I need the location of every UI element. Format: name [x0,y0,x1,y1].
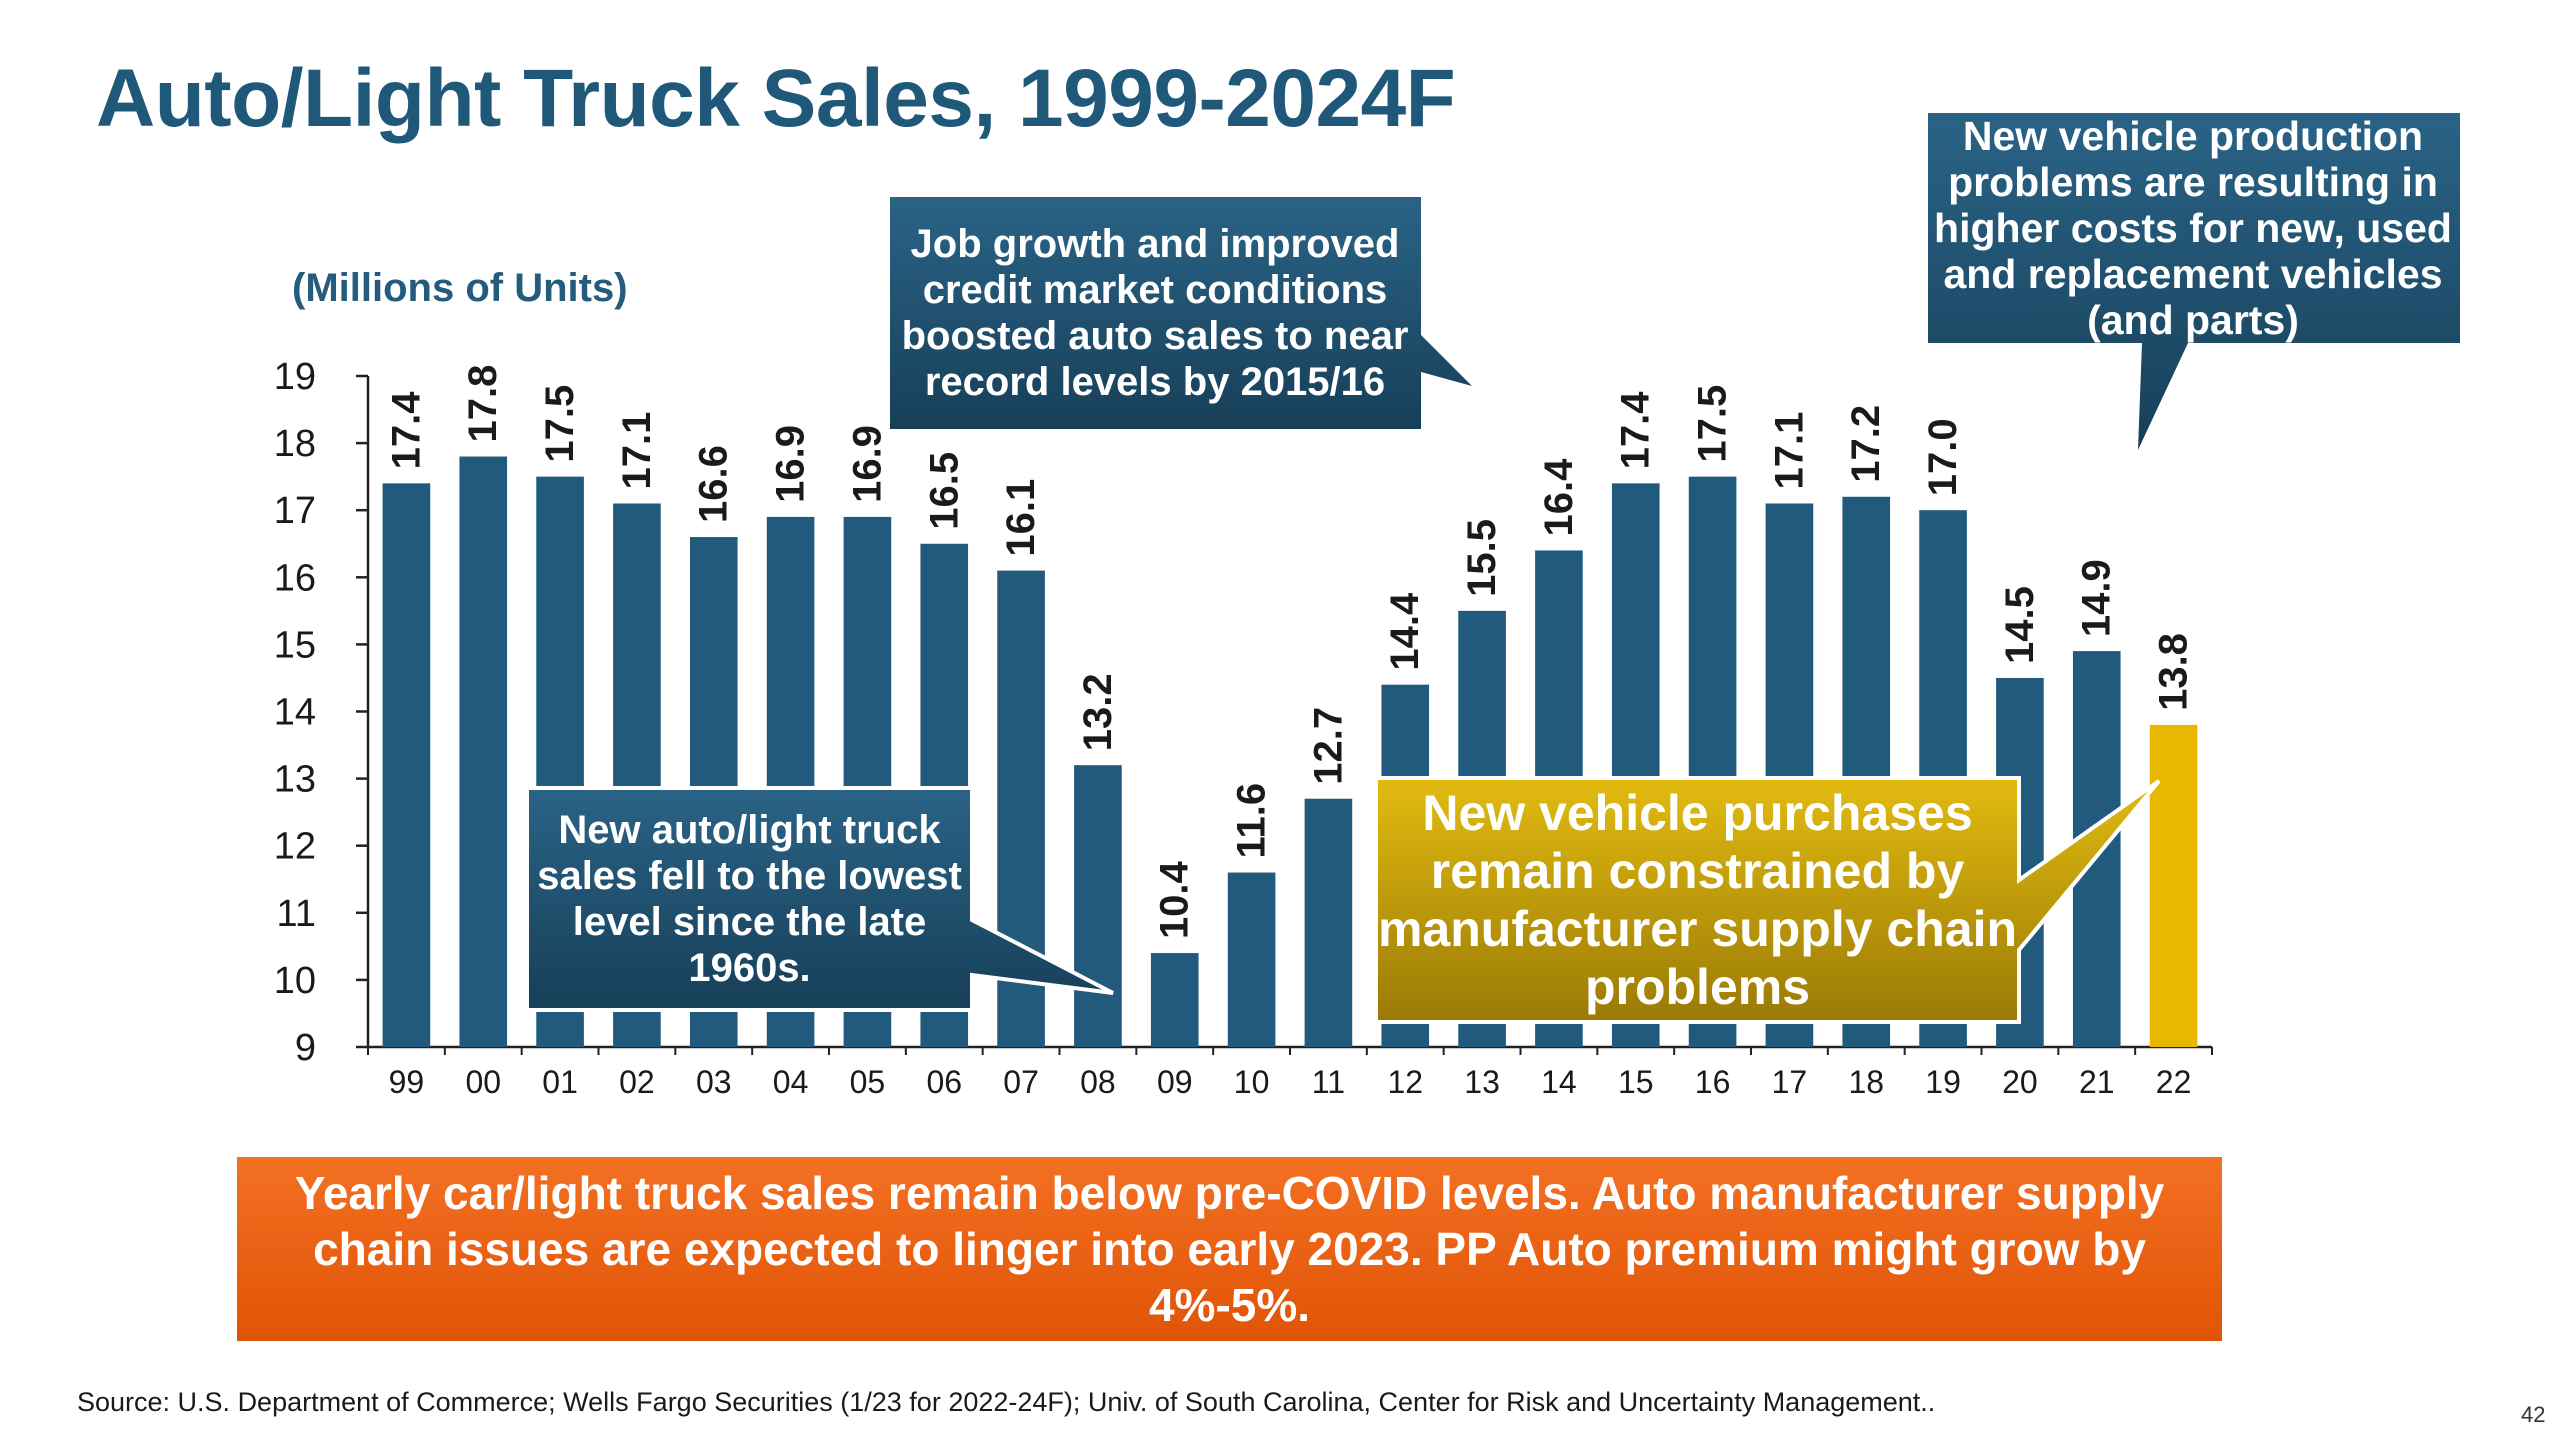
data-label: 16.5 [922,452,966,530]
x-tick-label: 02 [619,1064,655,1100]
bar [1304,798,1353,1047]
y-tick-label: 12 [274,826,316,868]
data-label: 14.5 [1998,586,2042,664]
callout-sales-fell: New auto/light truck sales fell to the l… [537,808,962,990]
page-number: 42 [2521,1402,2546,1427]
source-note: Source: U.S. Department of Commerce; Wel… [77,1387,1936,1417]
x-tick-label: 10 [1234,1064,1270,1100]
data-label: 15.5 [1460,519,1504,597]
data-label: 16.6 [692,445,736,523]
data-label: 16.9 [769,425,813,503]
bar [1150,953,1199,1047]
data-label: 17.1 [1767,412,1811,490]
y-tick-label: 18 [274,423,316,465]
y-tick-label: 13 [274,759,316,801]
y-tick-label: 9 [295,1027,316,1069]
data-label: 14.4 [1383,592,1427,671]
x-tick-label: 99 [389,1064,425,1100]
x-tick-label: 15 [1618,1064,1654,1100]
data-label: 13.2 [1076,673,1120,751]
x-tick-label: 09 [1157,1064,1193,1100]
bar [1074,765,1122,1047]
x-tick-label: 21 [2079,1064,2115,1100]
x-tick-label: 17 [1772,1064,1808,1100]
slide-title: Auto/Light Truck Sales, 1999-2024F [96,53,1456,144]
bar [2149,724,2198,1047]
data-label: 17.5 [538,385,582,463]
x-tick-label: 14 [1541,1064,1577,1100]
summary-banner: Yearly car/light truck sales remain belo… [237,1157,2222,1341]
data-label: 10.4 [1153,860,1197,939]
data-label: 11.6 [1230,783,1274,859]
x-tick-label: 13 [1464,1064,1500,1100]
bar [459,456,508,1047]
data-label: 14.9 [2075,559,2119,637]
callout-purchases-constrained: New vehicle purchases remain constrained… [1377,785,2018,1015]
x-tick-label: 07 [1003,1064,1039,1100]
x-tick-label: 00 [465,1064,501,1100]
x-tick-label: 22 [2156,1064,2192,1100]
bar [1227,872,1276,1047]
data-label: 17.1 [615,412,659,490]
x-tick-label: 11 [1312,1064,1345,1100]
x-tick-label: 18 [1848,1064,1884,1100]
x-tick-label: 16 [1695,1064,1731,1100]
data-label: 16.1 [999,479,1043,557]
chart-axes: 9 10 11 12 13 14 15 16 17 18 19 99 00 01 02 03 04 05 06 07 0… [274,356,2213,1100]
bar [2072,651,2121,1047]
bar [382,483,431,1047]
y-tick-label: 17 [274,490,316,532]
x-tick-label: 06 [926,1064,962,1100]
x-tick-label: 03 [696,1064,732,1100]
y-tick-label: 14 [274,692,316,734]
data-label: 17.2 [1844,405,1888,483]
y-axis-unit-label: (Millions of Units) [292,266,628,310]
data-label: 17.8 [461,365,505,443]
y-tick-label: 16 [274,557,316,599]
data-label: 13.8 [2152,633,2196,711]
x-tick-label: 01 [542,1064,578,1100]
data-label: 17.4 [1614,391,1658,470]
data-label: 16.9 [845,425,889,503]
x-tick-label: 19 [1925,1064,1961,1100]
x-tick-label: 20 [2002,1064,2038,1100]
x-tick-label: 08 [1080,1064,1116,1100]
x-tick-label: 04 [773,1064,809,1100]
x-tick-label: 12 [1387,1064,1423,1100]
data-label: 17.5 [1691,385,1735,463]
y-tick-label: 10 [274,960,316,1002]
callout-production-problems: New vehicle production problems are resu… [1934,113,2452,343]
data-label: 17.4 [384,391,428,470]
y-tick-label: 11 [277,893,316,935]
y-tick-label: 15 [274,624,316,666]
data-label: 12.7 [1306,707,1350,785]
y-tick-label: 19 [274,356,316,398]
callout-job-growth: Job growth and improved credit market co… [901,222,1409,404]
data-label: 17.0 [1921,418,1965,496]
data-label: 16.4 [1537,458,1581,537]
bar [997,570,1045,1047]
x-tick-label: 05 [850,1064,886,1100]
